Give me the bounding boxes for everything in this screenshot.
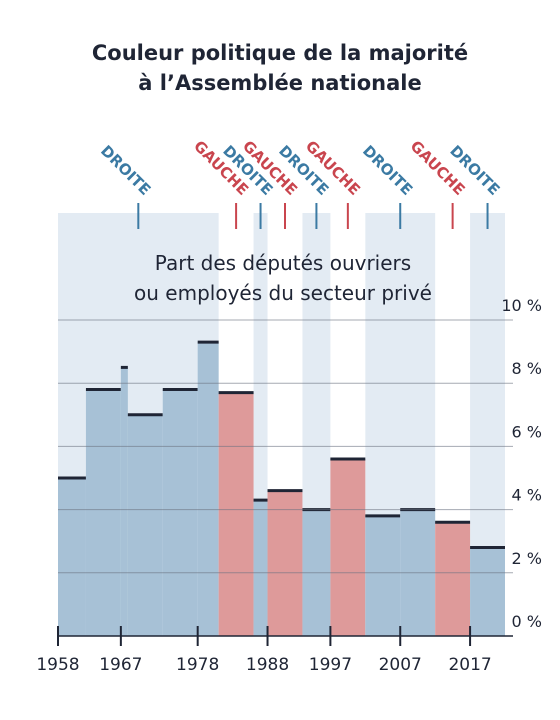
step-bar (267, 490, 303, 636)
step-bar (470, 547, 505, 636)
step-bar (120, 367, 128, 636)
y-tick-label: 0 % (512, 612, 542, 631)
x-tick-label: 2007 (379, 655, 422, 675)
step-bar (435, 522, 471, 636)
step-bar (58, 478, 86, 636)
step-bar (253, 500, 268, 636)
x-tick-label: 1978 (176, 655, 219, 675)
x-tick-label: 1958 (36, 655, 79, 675)
y-tick-label: 10 % (501, 296, 542, 315)
step-bar (365, 515, 401, 636)
y-tick-label: 4 % (512, 486, 542, 505)
step-bar (197, 342, 219, 636)
x-tick-label: 1988 (246, 655, 289, 675)
x-tick-label: 2017 (448, 655, 491, 675)
step-bar (218, 392, 254, 636)
step-bar (330, 459, 366, 636)
step-bar (85, 389, 121, 636)
chart-title: à l’Assemblée nationale (138, 71, 421, 95)
x-tick-label: 1967 (99, 655, 142, 675)
chart-title: Couleur politique de la majorité (92, 41, 468, 65)
chart-subtitle: ou employés du secteur privé (134, 281, 432, 305)
majority-label: DROITE (97, 142, 154, 199)
chart-subtitle: Part des députés ouvriers (155, 251, 411, 275)
x-tick-label: 1997 (309, 655, 352, 675)
y-tick-label: 8 % (512, 359, 542, 378)
y-tick-label: 6 % (512, 422, 542, 441)
step-bar (162, 389, 198, 636)
step-bar (127, 414, 163, 636)
y-tick-label: 2 % (512, 549, 542, 568)
